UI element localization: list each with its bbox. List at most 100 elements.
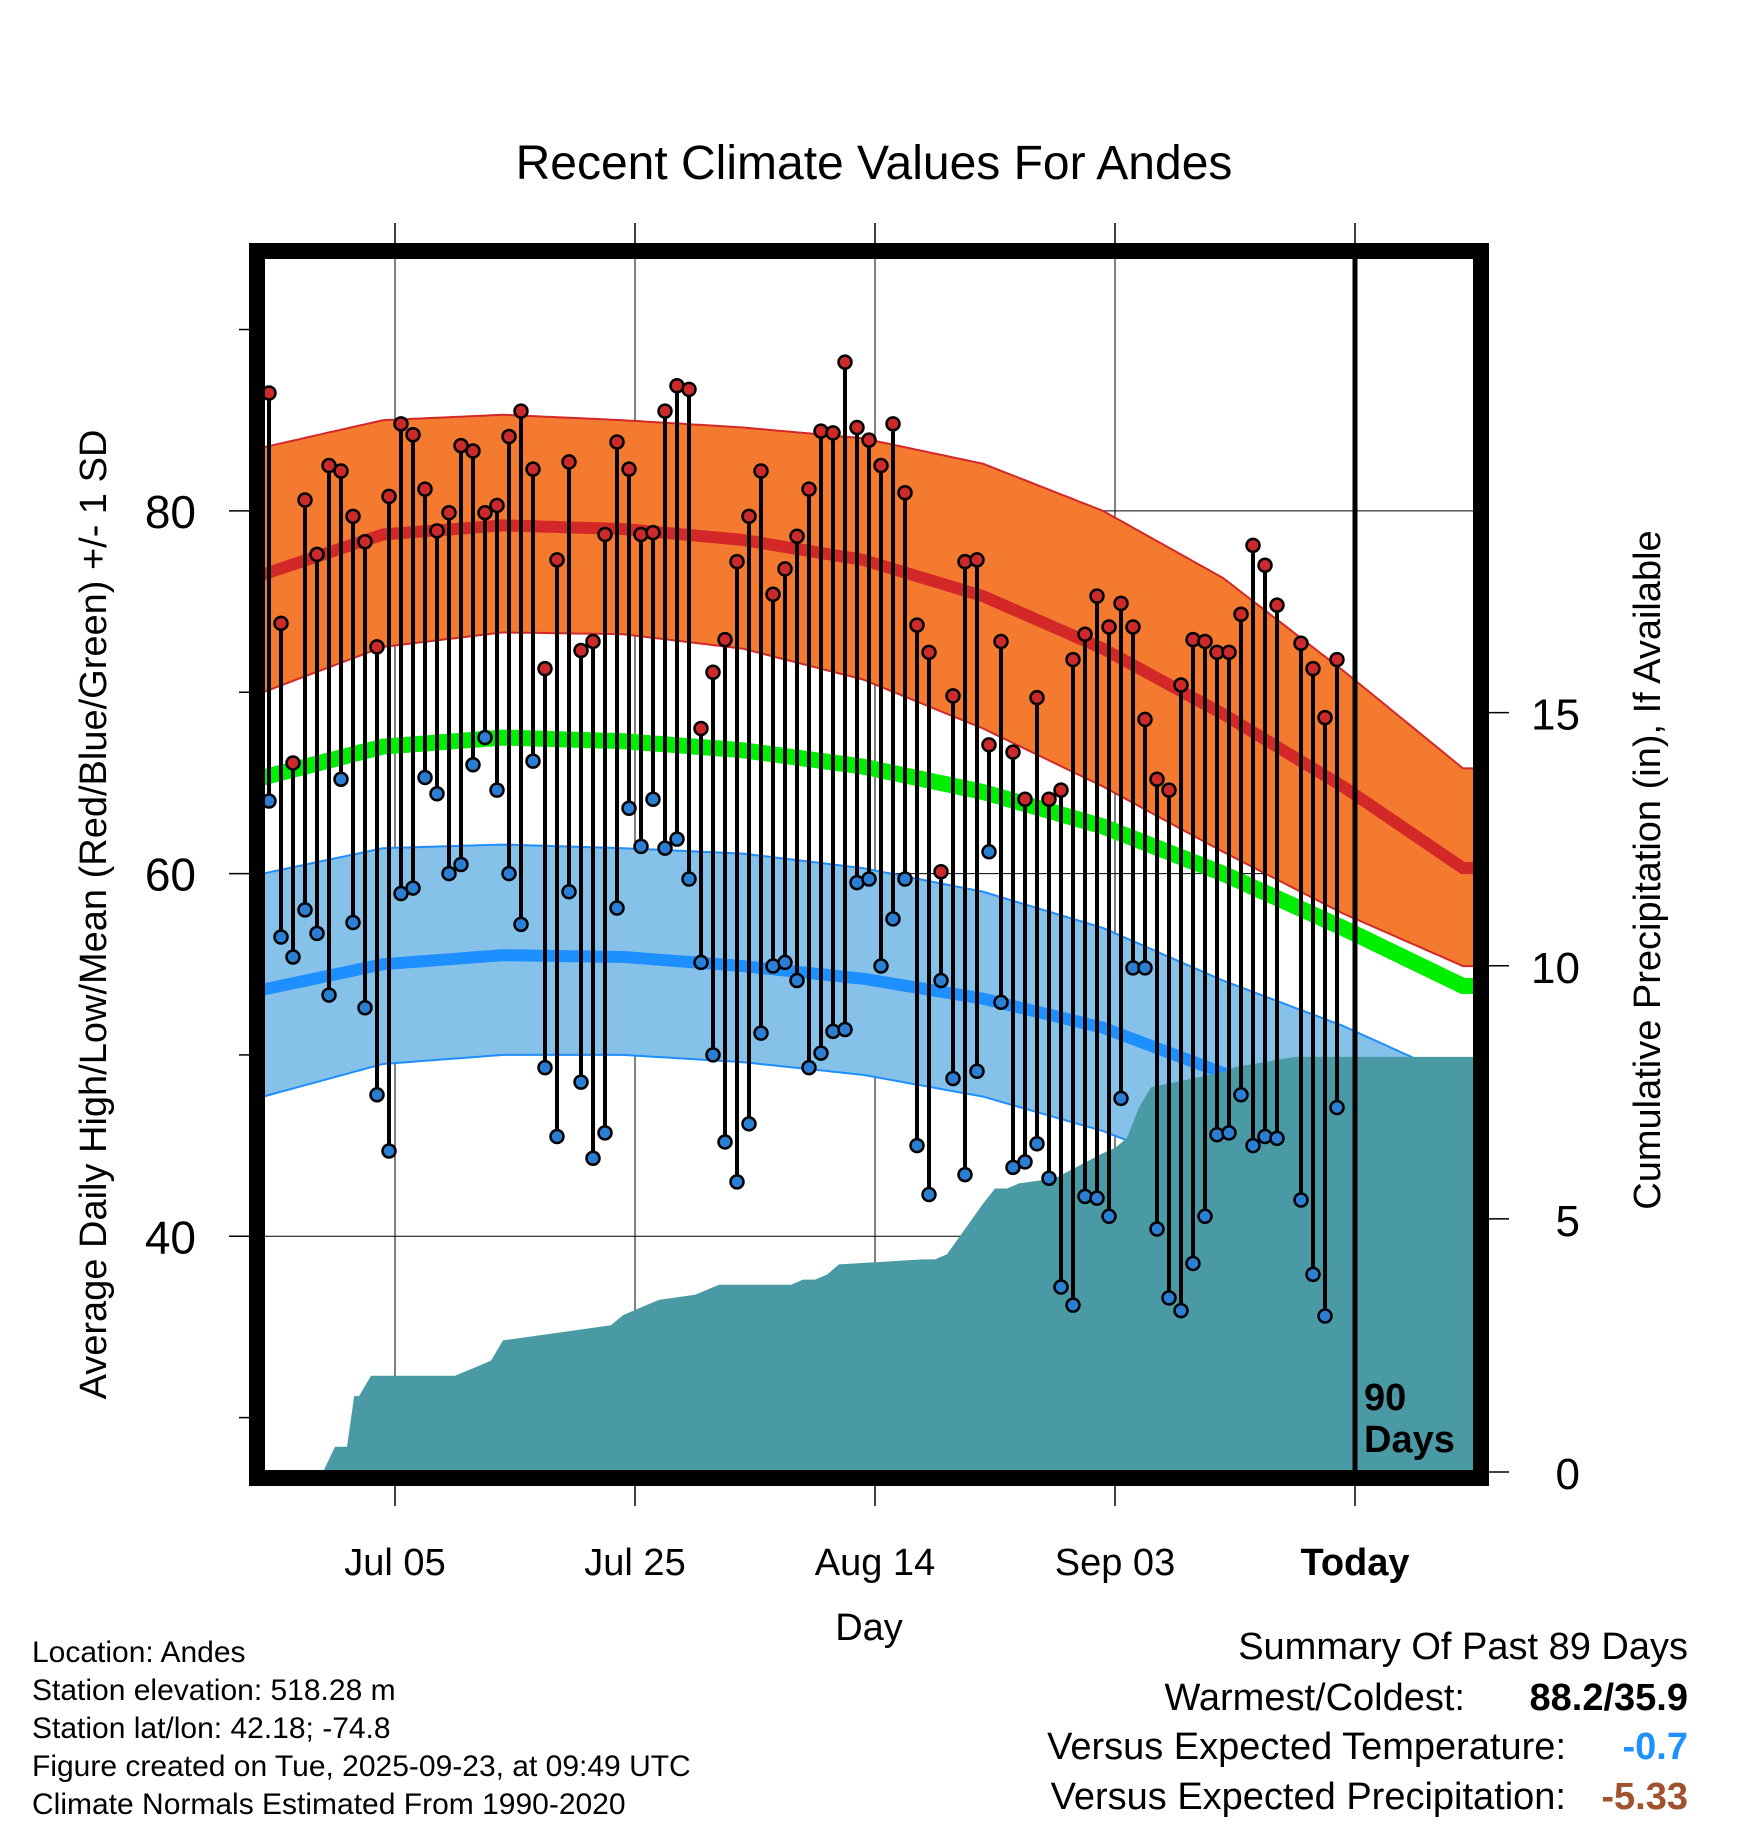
- daily-low-point: [489, 782, 505, 798]
- daily-high-point: [1089, 588, 1105, 604]
- daily-low-point: [957, 1166, 973, 1183]
- daily-high-point: [513, 403, 529, 419]
- daily-high-point: [1293, 635, 1309, 652]
- daily-low-point: [429, 786, 445, 802]
- daily-range-sticks: [267, 362, 1339, 1317]
- plot-border: [249, 243, 1489, 1486]
- daily-low-point: [1233, 1087, 1249, 1103]
- daily-low-point: [909, 1137, 925, 1154]
- normals-text: Climate Normals Estimated From 1990-2020: [32, 1788, 626, 1821]
- daily-high-point: [741, 508, 757, 525]
- daily-high-point: [1149, 771, 1165, 788]
- daily-high-point: [657, 403, 673, 419]
- daily-low-point: [789, 972, 805, 989]
- daily-high-point: [681, 381, 697, 398]
- daily-low-point: [1113, 1090, 1129, 1107]
- daily-high-point: [585, 633, 601, 650]
- chart-title: Recent Climate Values For Andes: [515, 137, 1233, 190]
- high-sd-band: [263, 414, 1475, 967]
- y-left-tick-label: 80: [145, 486, 196, 538]
- daily-low-point: [657, 840, 673, 856]
- daily-high-point: [477, 504, 493, 521]
- daily-low-point: [729, 1174, 745, 1190]
- daily-high-point: [729, 553, 745, 570]
- daily-high-point: [1101, 619, 1117, 635]
- daily-low-point: [477, 729, 493, 746]
- daily-low-point: [285, 949, 301, 965]
- daily-high-point: [801, 481, 817, 497]
- precip-diff-label: Versus Expected Precipitation:: [1050, 1776, 1566, 1818]
- daily-high-point: [381, 488, 397, 505]
- today-days-label-text: Days: [1364, 1419, 1455, 1461]
- daily-high-point: [1305, 660, 1321, 677]
- x-tick-label: Today: [1300, 1542, 1409, 1584]
- daily-low-point: [1197, 1208, 1213, 1225]
- daily-low-point: [681, 871, 697, 887]
- daily-high-point: [837, 354, 853, 370]
- daily-high-point: [333, 463, 349, 479]
- daily-high-point: [981, 737, 997, 753]
- daily-low-point: [501, 865, 517, 882]
- daily-low-point: [921, 1186, 937, 1203]
- daily-low-point: [597, 1125, 613, 1141]
- daily-low-point: [405, 880, 421, 896]
- daily-high-point: [1245, 537, 1261, 554]
- daily-high-point: [705, 664, 721, 681]
- daily-low-point: [885, 911, 901, 927]
- daily-low-point: [1137, 960, 1153, 976]
- location-text: Location: Andes: [32, 1636, 246, 1669]
- daily-low-point: [537, 1059, 553, 1076]
- daily-high-point: [1125, 619, 1141, 635]
- daily-high-point: [417, 481, 433, 497]
- daily-low-point: [1101, 1208, 1117, 1225]
- daily-high-point: [345, 508, 361, 525]
- daily-low-point: [1029, 1136, 1045, 1152]
- daily-low-point: [837, 1021, 853, 1038]
- y-right-tick-label: 10: [1531, 944, 1580, 993]
- daily-low-point: [573, 1074, 589, 1090]
- daily-low-point: [693, 954, 709, 971]
- daily-low-point: [381, 1143, 397, 1159]
- daily-low-point: [1017, 1154, 1033, 1170]
- daily-low-point: [669, 831, 685, 847]
- daily-high-point: [309, 546, 325, 563]
- created-text: Figure created on Tue, 2025-09-23, at 09…: [32, 1750, 691, 1783]
- daily-high-point: [597, 526, 613, 543]
- daily-low-point: [945, 1070, 961, 1087]
- daily-low-point: [1161, 1290, 1177, 1306]
- daily-low-point: [981, 844, 997, 860]
- latlon-text: Station lat/lon: 42.18; -74.8: [32, 1712, 391, 1745]
- y-right-axis-label: Cumulative Precipitation (in), If Availa…: [1627, 530, 1669, 1209]
- elevation-text: Station elevation: 518.28 m: [32, 1674, 396, 1707]
- daily-low-point: [993, 994, 1009, 1011]
- warmest-coldest-value: 88.2/35.9: [1529, 1677, 1688, 1719]
- precip-diff-value: -5.33: [1601, 1776, 1688, 1818]
- daily-low-point: [873, 958, 889, 974]
- temp-diff-label: Versus Expected Temperature:: [1047, 1726, 1566, 1768]
- daily-high-point: [921, 644, 937, 661]
- daily-low-point: [705, 1047, 721, 1063]
- daily-high-point: [1161, 782, 1177, 798]
- daily-low-point: [369, 1087, 385, 1103]
- daily-low-point: [1173, 1302, 1189, 1319]
- daily-high-point: [789, 528, 805, 545]
- daily-high-point: [1197, 633, 1213, 650]
- daily-high-point: [1029, 689, 1045, 706]
- daily-high-point: [357, 533, 373, 550]
- today-days-label-number: 90: [1364, 1377, 1406, 1419]
- daily-high-point: [873, 457, 889, 474]
- daily-low-point: [417, 769, 433, 786]
- daily-low-point: [1305, 1266, 1321, 1283]
- daily-low-point: [1053, 1279, 1069, 1295]
- daily-high-point: [1317, 709, 1333, 726]
- daily-high-point: [885, 416, 901, 432]
- daily-low-point: [753, 1025, 769, 1041]
- daily-low-point: [933, 972, 949, 989]
- daily-high-point: [621, 461, 637, 477]
- daily-high-point: [1053, 782, 1069, 798]
- daily-high-point: [1221, 644, 1237, 661]
- daily-low-point: [645, 791, 661, 807]
- daily-low-point: [513, 916, 529, 933]
- daily-high-point: [561, 454, 577, 470]
